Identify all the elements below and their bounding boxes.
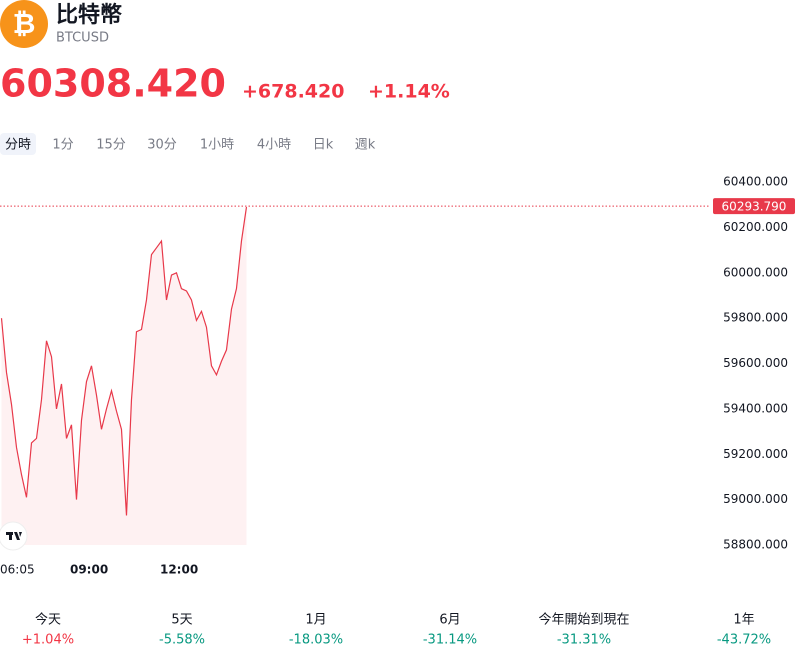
symbol: BTCUSD — [56, 31, 109, 46]
tab[interactable]: 30分 — [147, 138, 177, 153]
y-tick-label: 60000.000 — [723, 265, 788, 279]
y-tick-label: 59200.000 — [723, 447, 788, 461]
period-label: 今天 — [35, 612, 61, 628]
price-line — [0, 206, 248, 516]
x-tick-label: 12:00 — [160, 563, 198, 577]
current-price-tag — [713, 198, 795, 215]
tv-logo — [0, 521, 28, 551]
period-value: +1.04% — [22, 633, 74, 648]
y-tick-label: 58800.000 — [723, 538, 788, 552]
period-value: -31.31% — [557, 633, 611, 648]
y-tick-label: 59600.000 — [723, 356, 788, 370]
period-value: -31.14% — [423, 633, 477, 648]
y-tick-label: 60200.000 — [723, 220, 788, 234]
y-tick-label: 59400.000 — [723, 401, 788, 415]
tab[interactable]: 15分 — [96, 138, 126, 153]
tab[interactable]: 日k — [313, 138, 334, 153]
period-value: -43.72% — [717, 633, 771, 648]
tab[interactable]: 1小時 — [200, 138, 234, 153]
period-value: -5.58% — [159, 633, 205, 648]
period-label: 1年 — [733, 613, 754, 628]
x-tick-label: 06:05 — [0, 563, 35, 577]
tab-selected-bg — [0, 133, 36, 155]
logo-symbol: ₿ — [13, 7, 36, 40]
logo — [0, 0, 48, 48]
change-percent: +1.14% — [368, 81, 450, 103]
tab[interactable]: 1分 — [52, 138, 73, 153]
y-tick-label: 60400.000 — [723, 175, 788, 189]
area — [1, 206, 247, 546]
period-label: 5天 — [171, 613, 192, 628]
x-tick-label: 09:00 — [70, 563, 108, 577]
period-label: 今年開始到現在 — [538, 612, 629, 628]
title: 比特幣 — [56, 2, 122, 28]
change: +678.420 — [242, 81, 344, 103]
period-label: 6月 — [439, 613, 460, 628]
period-value: -18.03% — [289, 633, 343, 648]
y-tick-label: 59800.000 — [723, 311, 788, 325]
tab[interactable]: 週k — [355, 138, 376, 153]
period-label: 1月 — [305, 613, 326, 628]
tab[interactable]: 分時 — [5, 138, 31, 153]
tab[interactable]: 4小時 — [257, 138, 291, 153]
price: 60308.420 — [0, 62, 226, 106]
y-tick-label: 59000.000 — [723, 492, 788, 506]
current-price-label: 60293.790 — [722, 200, 787, 214]
